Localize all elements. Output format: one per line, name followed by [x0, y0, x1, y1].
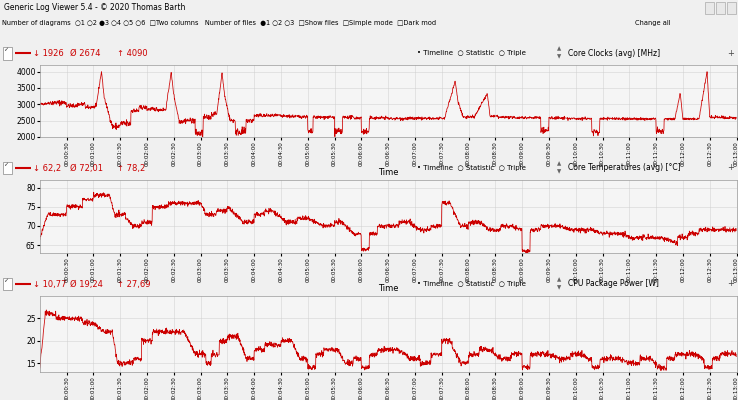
Text: ✓: ✓ [3, 278, 8, 283]
Text: CPU Package Power [W]: CPU Package Power [W] [568, 280, 659, 288]
Bar [727, 2, 736, 14]
Text: ↑ 4090: ↑ 4090 [117, 49, 147, 58]
Text: ▼: ▼ [557, 286, 562, 290]
Text: ▼: ▼ [557, 170, 562, 174]
Text: Ø 19,24: Ø 19,24 [70, 280, 103, 288]
Bar [3, 278, 12, 290]
Text: Generic Log Viewer 5.4 - © 2020 Thomas Barth: Generic Log Viewer 5.4 - © 2020 Thomas B… [4, 3, 185, 12]
Bar [705, 2, 714, 14]
Text: +: + [727, 49, 734, 58]
Text: ✓: ✓ [3, 162, 8, 167]
Text: • Timeline  ○ Statistic  ○ Triple: • Timeline ○ Statistic ○ Triple [417, 281, 526, 287]
Text: ✓: ✓ [3, 47, 8, 52]
Text: Ø 2674: Ø 2674 [70, 49, 100, 58]
Bar [716, 2, 725, 14]
Text: ↓ 10,77: ↓ 10,77 [33, 280, 66, 288]
Bar [3, 47, 12, 60]
Text: ↓ 1926: ↓ 1926 [33, 49, 64, 58]
Text: +: + [727, 280, 734, 288]
X-axis label: Time: Time [378, 284, 399, 294]
Text: ↓ 62,2: ↓ 62,2 [33, 164, 61, 172]
Text: • Timeline  ○ Statistic  ○ Triple: • Timeline ○ Statistic ○ Triple [417, 165, 526, 171]
Text: ↑ 27,69: ↑ 27,69 [117, 280, 150, 288]
X-axis label: Time: Time [378, 168, 399, 178]
Text: ▲: ▲ [557, 47, 562, 52]
Text: Ø 72,01: Ø 72,01 [70, 164, 103, 172]
Text: ▲: ▲ [557, 162, 562, 166]
Text: Change all: Change all [635, 20, 670, 26]
Text: • Timeline  ○ Statistic  ○ Triple: • Timeline ○ Statistic ○ Triple [417, 50, 526, 56]
Bar [3, 162, 12, 174]
Text: Number of diagrams  ○1 ○2 ●3 ○4 ○5 ○6  □Two columns   Number of files  ●1 ○2 ○3 : Number of diagrams ○1 ○2 ●3 ○4 ○5 ○6 □Tw… [2, 20, 436, 26]
Text: +: + [727, 164, 734, 172]
Text: ↑ 78,2: ↑ 78,2 [117, 164, 145, 172]
Text: Core Clocks (avg) [MHz]: Core Clocks (avg) [MHz] [568, 49, 661, 58]
Text: ▼: ▼ [557, 55, 562, 60]
Text: Core Temperatures (avg) [°C]: Core Temperatures (avg) [°C] [568, 164, 681, 172]
Text: ▲: ▲ [557, 278, 562, 282]
